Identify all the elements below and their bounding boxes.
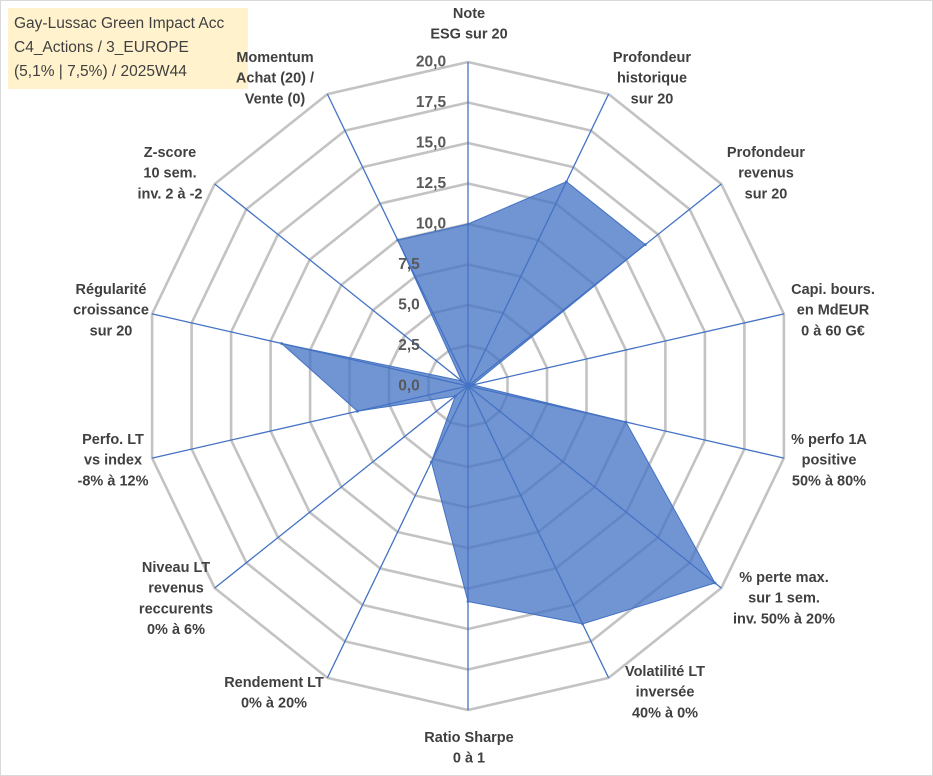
radial-tick-label: 12,5: [416, 175, 447, 192]
radial-tick-label: 10,0: [416, 216, 446, 233]
radial-tick-label: 0,0: [398, 378, 420, 395]
data-point: [466, 222, 470, 226]
axis-label-line: Profondeur: [613, 50, 691, 66]
data-point: [581, 622, 584, 626]
axis-label-line: sur 20: [90, 323, 133, 339]
axis-label: Niveau LT revenus reccurents 0% à 6%: [139, 560, 213, 638]
axis-label-line: positive: [802, 453, 857, 469]
radial-tick-label: 2,5: [398, 337, 420, 354]
radial-tick-label: 17,5: [416, 94, 447, 111]
axis-label: Z-score 10 sem. inv. 2 à -2: [137, 145, 202, 202]
axis-label-line: inversée: [636, 685, 695, 701]
axis-label-line: -8% à 12%: [78, 473, 149, 489]
axis-label-line: Niveau LT: [142, 560, 210, 576]
data-point: [396, 238, 400, 242]
axis-label: Rendement LT 0% à 20%: [224, 675, 324, 712]
data-point: [280, 342, 283, 345]
axis-label-line: Rendement LT: [224, 675, 324, 691]
axis-label: Profondeur revenus sur 20: [727, 145, 805, 202]
axis-label-line: Z-score: [144, 145, 196, 161]
axis-label: Régularité croissance sur 20: [73, 282, 149, 339]
axis-label-line: revenus: [148, 581, 204, 597]
axis-label: % perfo 1A positive 50% à 80%: [791, 432, 867, 489]
radar-series: [280, 180, 717, 626]
axis-label: Ratio Sharpe 0 à 1: [424, 730, 513, 767]
axis-label-line: ESG sur 20: [430, 27, 507, 43]
axis-label-line: 40% à 0%: [632, 705, 698, 721]
axis-label: Profondeur historique sur 20: [613, 50, 691, 107]
axis-spoke: [467, 313, 785, 387]
axis-label-line: Vente (0): [245, 91, 306, 107]
radial-tick-label: 20,0: [416, 54, 446, 71]
axis-label: % perte max. sur 1 sem. inv. 50% à 20%: [733, 570, 835, 627]
radial-tick-label: 15,0: [416, 135, 446, 152]
axis-label-line: 50% à 80%: [792, 473, 866, 489]
title-line-period: (5,1% | 7,5%) / 2025W44: [14, 63, 187, 80]
axis-label-line: sur 1 sem.: [748, 591, 820, 607]
data-point: [624, 420, 628, 424]
axis-label-line: Perfo. LT: [82, 432, 144, 448]
axis-label-line: Momentum: [236, 50, 313, 66]
data-point: [565, 180, 568, 184]
axis-spoke: [214, 385, 469, 589]
axis-label-line: reccurents: [139, 601, 213, 617]
data-area: [281, 181, 716, 625]
data-point: [466, 600, 470, 603]
axis-label-line: sur 20: [745, 186, 788, 202]
axis-label-line: 0 à 1: [453, 751, 485, 767]
axis-label-line: Capi. bours.: [791, 282, 875, 298]
axis-label-line: Achat (20) /: [236, 71, 314, 87]
axis-label: Note ESG sur 20: [430, 6, 507, 43]
axis-label-line: 10 sem.: [143, 166, 196, 182]
axis-label-line: Ratio Sharpe: [424, 730, 513, 746]
data-point: [453, 394, 457, 398]
data-point: [430, 460, 433, 464]
radial-tick-label: 7,5: [398, 256, 420, 273]
axis-label: Momentum Achat (20) / Vente (0): [236, 50, 314, 107]
title-line-fund-name: Gay-Lussac Green Impact Acc: [14, 15, 225, 32]
chart-title-box: Gay-Lussac Green Impact Acc C4_Actions /…: [8, 8, 248, 89]
axis-label-line: Profondeur: [727, 145, 805, 161]
axis-label-line: croissance: [73, 303, 149, 319]
axis-label-line: vs index: [84, 453, 142, 469]
axis-label: Capi. bours. en MdEUR 0 à 60 G€: [791, 282, 875, 339]
data-point: [356, 409, 359, 413]
radial-axis-ticks: 0,0 2,5 5,0 7,5 10,0 12,5 15,0 17,5 20,0: [398, 54, 446, 395]
axis-label-line: inv. 50% à 20%: [733, 611, 835, 627]
axis-spoke: [214, 183, 469, 387]
data-point: [460, 379, 464, 383]
axis-label-line: % perfo 1A: [791, 432, 867, 448]
axis-label-line: 0% à 6%: [147, 622, 205, 638]
axis-label-line: revenus: [738, 166, 794, 182]
axis-label-line: sur 20: [631, 91, 674, 107]
axis-label: Perfo. LT vs index -8% à 12%: [78, 432, 149, 489]
axis-label-line: % perte max.: [739, 570, 828, 586]
title-line-category: C4_Actions / 3_EUROPE: [14, 39, 189, 56]
axis-label-line: inv. 2 à -2: [137, 186, 202, 202]
axis-label-line: 0 à 60 G€: [801, 323, 865, 339]
axis-label-line: en MdEUR: [797, 303, 870, 319]
data-point: [713, 581, 717, 585]
axis-label-line: historique: [617, 71, 687, 87]
data-point: [471, 383, 475, 387]
radial-tick-label: 5,0: [398, 297, 420, 314]
axis-label-line: Régularité: [76, 282, 147, 298]
axis-label-line: Note: [453, 6, 485, 22]
axis-label: Volatilité LT inversée 40% à 0%: [625, 664, 705, 721]
data-point: [643, 243, 647, 247]
axis-label-line: 0% à 20%: [241, 696, 307, 712]
axis-category-labels: Note ESG sur 20 Profondeur historique sur 20…: [73, 6, 875, 767]
axis-label-line: Volatilité LT: [625, 664, 705, 680]
